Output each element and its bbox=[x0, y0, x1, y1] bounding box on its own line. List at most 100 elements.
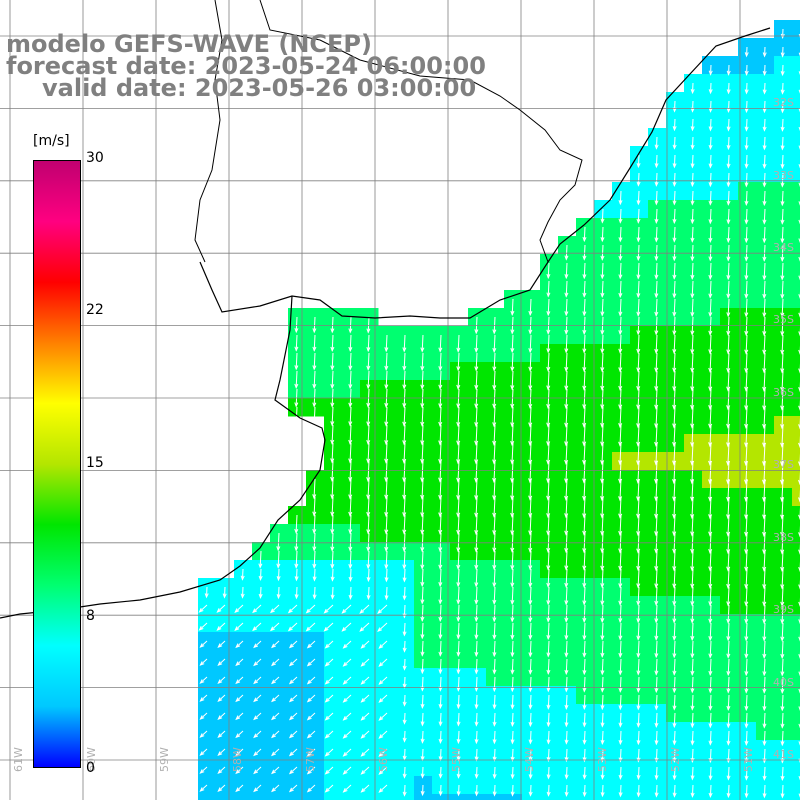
wind-arrow bbox=[421, 748, 424, 761]
wind-arrow bbox=[421, 658, 424, 673]
wind-arrow bbox=[289, 658, 298, 666]
wind-arrow-head bbox=[378, 698, 384, 703]
wind-arrow-head bbox=[420, 790, 425, 797]
wind-arrow-head bbox=[600, 530, 605, 537]
wind-arrow bbox=[583, 262, 586, 279]
wind-arrow bbox=[763, 658, 766, 676]
wind-arrow bbox=[619, 406, 622, 427]
colorbar-tick-label: 0 bbox=[86, 760, 95, 776]
wind-arrow-head bbox=[420, 634, 425, 640]
wind-arrow bbox=[511, 532, 514, 552]
wind-arrow bbox=[673, 550, 676, 571]
wind-arrow-head bbox=[600, 565, 605, 571]
speed-cell bbox=[792, 110, 800, 129]
wind-arrow-head bbox=[360, 698, 366, 703]
wind-arrow-head bbox=[780, 584, 785, 590]
wind-arrow bbox=[655, 280, 658, 298]
wind-arrow-head bbox=[528, 582, 533, 588]
wind-arrow-head bbox=[600, 218, 605, 224]
wind-arrow-head bbox=[690, 367, 695, 373]
wind-arrow-head bbox=[600, 600, 605, 606]
wind-arrow-head bbox=[708, 583, 713, 589]
wind-arrow-head bbox=[294, 594, 299, 600]
wind-arrow-head bbox=[294, 402, 299, 408]
wind-arrow bbox=[673, 604, 676, 623]
wind-arrow-head bbox=[456, 564, 461, 570]
wind-arrow-head bbox=[744, 256, 749, 262]
wind-arrow-head bbox=[798, 182, 800, 188]
wind-arrow-head bbox=[690, 237, 695, 243]
wind-arrow-head bbox=[744, 145, 749, 151]
wind-arrow bbox=[367, 334, 370, 351]
wind-arrow-head bbox=[654, 386, 659, 392]
wind-arrow-head bbox=[235, 679, 241, 685]
wind-arrow bbox=[403, 334, 406, 352]
wind-arrow bbox=[361, 730, 370, 739]
wind-arrow bbox=[403, 712, 406, 724]
wind-arrow-head bbox=[564, 255, 569, 261]
wind-arrow-head bbox=[330, 402, 335, 408]
wind-arrow bbox=[313, 496, 316, 516]
wind-arrow-head bbox=[360, 788, 366, 793]
wind-arrow bbox=[763, 568, 766, 589]
speed-cell bbox=[252, 740, 271, 759]
wind-arrow bbox=[655, 442, 658, 465]
speed-cell bbox=[378, 740, 397, 759]
wind-arrow-head bbox=[744, 200, 749, 207]
wind-arrow-head bbox=[708, 163, 713, 169]
wind-arrow bbox=[655, 370, 658, 391]
wind-arrow-head bbox=[726, 670, 731, 677]
wind-arrow bbox=[277, 532, 280, 551]
wind-arrow bbox=[565, 334, 568, 353]
wind-arrow-head bbox=[672, 775, 677, 781]
wind-arrow bbox=[709, 190, 712, 205]
wind-arrow bbox=[367, 442, 370, 463]
wind-arrow-head bbox=[492, 564, 497, 571]
wind-arrow bbox=[601, 730, 604, 744]
wind-arrow-head bbox=[271, 715, 276, 721]
wind-arrow bbox=[439, 640, 442, 656]
wind-arrow bbox=[403, 424, 406, 445]
wind-arrow-head bbox=[564, 722, 569, 728]
wind-arrow bbox=[325, 712, 334, 721]
wind-arrow bbox=[331, 316, 334, 333]
wind-arrow bbox=[253, 784, 262, 792]
wind-arrow-head bbox=[420, 703, 425, 710]
wind-arrow-head bbox=[564, 366, 569, 373]
wind-arrow bbox=[727, 766, 730, 780]
wind-arrow-head bbox=[420, 773, 425, 779]
wind-arrow-head bbox=[402, 546, 407, 553]
lat-label: 35S bbox=[773, 313, 794, 326]
wind-arrow bbox=[745, 298, 748, 317]
wind-arrow bbox=[306, 604, 316, 614]
speed-cell bbox=[234, 794, 253, 800]
wind-arrow-head bbox=[744, 52, 749, 58]
wind-arrow bbox=[511, 622, 514, 639]
wind-arrow bbox=[547, 406, 550, 427]
wind-arrow-head bbox=[636, 404, 641, 410]
wind-arrow bbox=[271, 784, 280, 792]
wind-arrow-head bbox=[762, 386, 767, 392]
speed-cell bbox=[342, 650, 361, 669]
speed-cell bbox=[342, 686, 361, 705]
wind-arrow bbox=[529, 298, 532, 315]
wind-arrow bbox=[421, 370, 424, 389]
wind-arrow bbox=[493, 334, 496, 352]
wind-arrow-head bbox=[762, 740, 767, 747]
wind-arrow bbox=[421, 496, 424, 517]
wind-arrow bbox=[493, 748, 496, 761]
wind-arrow-head bbox=[744, 126, 749, 132]
wind-arrow bbox=[781, 316, 784, 336]
wind-arrow bbox=[349, 334, 352, 351]
wind-arrow bbox=[439, 496, 442, 517]
wind-arrow-head bbox=[348, 346, 353, 353]
wind-arrow-head bbox=[762, 163, 767, 169]
wind-arrow-head bbox=[510, 669, 515, 675]
wind-arrow bbox=[673, 766, 676, 780]
wind-arrow bbox=[511, 658, 514, 674]
wind-arrow bbox=[565, 280, 568, 297]
wind-arrow bbox=[439, 622, 442, 639]
wind-arrow bbox=[493, 460, 496, 482]
wind-arrow bbox=[763, 370, 766, 391]
wind-arrow-head bbox=[456, 686, 461, 692]
